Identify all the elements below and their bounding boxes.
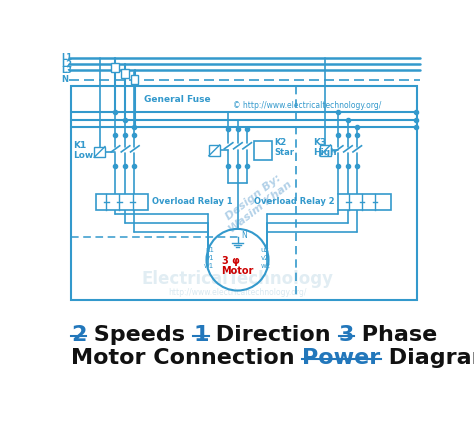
Bar [209, 145, 219, 156]
Bar [254, 141, 273, 160]
Text: Design By:
Wasim Khan: Design By: Wasim Khan [220, 170, 294, 234]
Text: © http://www.electricaltechnology.org/: © http://www.electricaltechnology.org/ [233, 101, 382, 110]
Bar [319, 145, 330, 156]
Text: 1: 1 [193, 325, 209, 345]
Text: L2: L2 [62, 60, 73, 69]
Bar [71, 86, 417, 300]
Text: v1: v1 [206, 255, 214, 261]
Bar [111, 63, 119, 72]
Text: Power: Power [302, 348, 381, 368]
Text: N: N [241, 231, 247, 240]
Text: K2
Star: K2 Star [274, 138, 294, 157]
Text: L1: L1 [62, 54, 73, 63]
Text: http://www.electricaltechnology.org/: http://www.electricaltechnology.org/ [168, 288, 307, 297]
Bar [130, 75, 138, 84]
Text: General Fuse: General Fuse [145, 95, 211, 104]
Bar [94, 146, 105, 157]
Text: Overload Relay 1: Overload Relay 1 [152, 197, 233, 206]
Text: ElectricalTechnology: ElectricalTechnology [142, 270, 334, 288]
Text: K3
High: K3 High [313, 138, 337, 157]
Text: u1: u1 [205, 248, 214, 254]
Text: Motor Connection: Motor Connection [71, 348, 302, 368]
Bar [121, 69, 129, 78]
Text: 3: 3 [339, 325, 354, 345]
Text: N: N [62, 75, 69, 84]
Text: Speeds: Speeds [86, 325, 193, 345]
Text: K1
Low: K1 Low [73, 141, 93, 160]
Text: w1: w1 [204, 263, 214, 269]
Text: Motor: Motor [221, 266, 254, 276]
Text: Direction: Direction [209, 325, 339, 345]
Text: Phase: Phase [354, 325, 438, 345]
Text: 3 φ: 3 φ [222, 256, 240, 266]
Text: Diagram: Diagram [381, 348, 474, 368]
Text: 2: 2 [71, 325, 86, 345]
Text: w2: w2 [261, 263, 271, 269]
Bar [96, 194, 148, 210]
Bar [338, 194, 391, 210]
Text: v2: v2 [261, 255, 269, 261]
Text: Overload Relay 2: Overload Relay 2 [254, 197, 334, 206]
Text: L3: L3 [62, 66, 73, 75]
Text: u2: u2 [261, 248, 270, 254]
